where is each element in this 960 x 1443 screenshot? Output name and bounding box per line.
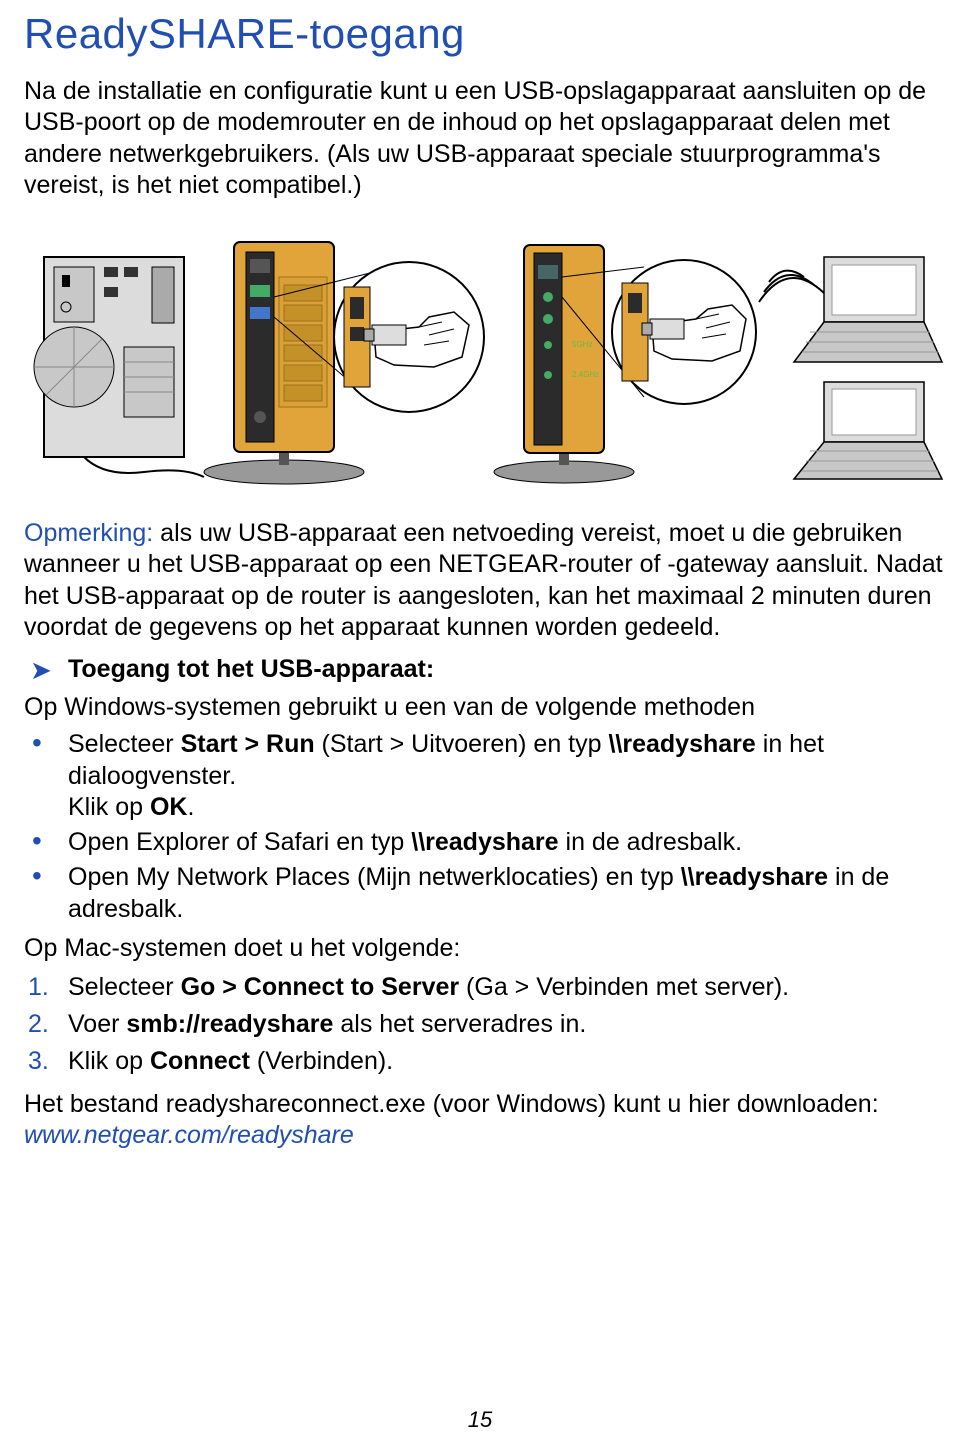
section-heading-text: Toegang tot het USB-apparaat:: [68, 655, 434, 683]
bullet-text: (Start > Uitvoeren) en typ: [315, 730, 609, 758]
desktop-pc-icon: [34, 257, 204, 477]
note-body-1: als uw USB-apparaat een netvoeding verei…: [24, 519, 902, 578]
bullet-text: Klik op: [68, 793, 150, 821]
list-item: Selecteer Start > Run (Start > Uitvoeren…: [24, 729, 954, 823]
step-text: (Verbinden).: [250, 1047, 393, 1075]
step-text: Voer: [68, 1010, 126, 1038]
svg-text:2.4GHz: 2.4GHz: [572, 370, 599, 379]
step-text: (Ga > Verbinden met server).: [459, 973, 789, 1001]
step-bold: Connect: [150, 1047, 250, 1075]
laptop-top-icon: [794, 257, 942, 362]
list-item: Voer smb://readyshare als het serveradre…: [24, 1007, 954, 1042]
list-item: Open My Network Places (Mijn netwerkloca…: [24, 862, 954, 925]
step-bold: smb://readyshare: [126, 1010, 333, 1038]
svg-text:5GHz: 5GHz: [572, 340, 592, 349]
bullet-bold: Start > Run: [181, 730, 315, 758]
hand-usb-front-icon: [612, 260, 756, 404]
intro-paragraph: Na de installatie en configuratie kunt u…: [24, 76, 954, 201]
note-label: Opmerking:: [24, 519, 153, 547]
bullet-text: in de adresbalk.: [559, 828, 742, 856]
step-bold: Go > Connect to Server: [181, 973, 460, 1001]
step-text: Klik op: [68, 1047, 150, 1075]
laptop-bottom-icon: [794, 382, 942, 479]
note-paragraph: Opmerking: als uw USB-apparaat een netvo…: [24, 518, 954, 643]
download-line: Het bestand readyshareconnect.exe (voor …: [24, 1089, 954, 1152]
windows-methods-list: Selecteer Start > Run (Start > Uitvoeren…: [24, 729, 954, 925]
step-text: Selecteer: [68, 973, 181, 1001]
list-item: Open Explorer of Safari en typ \\readysh…: [24, 827, 954, 858]
bullet-bold: \\readyshare: [411, 828, 558, 856]
bullet-text: Open Explorer of Safari en typ: [68, 828, 411, 856]
windows-intro: Op Windows-systemen gebruikt u een van d…: [24, 692, 954, 723]
download-url[interactable]: www.netgear.com/readyshare: [24, 1121, 354, 1149]
section-heading: ➤ Toegang tot het USB-apparaat:: [24, 655, 954, 684]
step-text: als het serveradres in.: [333, 1010, 586, 1038]
usb-connection-diagram: 5GHz 2.4GHz: [24, 217, 944, 497]
list-item: Klik op Connect (Verbinden).: [24, 1044, 954, 1079]
hand-usb-rear-icon: [334, 262, 484, 412]
page-number: 15: [0, 1407, 960, 1433]
list-item: Selecteer Go > Connect to Server (Ga > V…: [24, 970, 954, 1005]
download-text: Het bestand readyshareconnect.exe (voor …: [24, 1090, 879, 1118]
bullet-bold: \\readyshare: [681, 863, 828, 891]
bullet-text: Open My Network Places (Mijn netwerkloca…: [68, 863, 681, 891]
mac-intro: Op Mac-systemen doet u het volgende:: [24, 933, 954, 964]
mac-steps-list: Selecteer Go > Connect to Server (Ga > V…: [24, 970, 954, 1079]
bullet-bold: OK: [150, 793, 188, 821]
bullet-text: .: [187, 793, 194, 821]
bullet-bold: \\readyshare: [608, 730, 755, 758]
arrow-icon: ➤: [30, 657, 52, 683]
page-title: ReadySHARE-toegang: [24, 10, 954, 58]
wifi-signal-icon: [759, 271, 824, 302]
bullet-text: Selecteer: [68, 730, 181, 758]
